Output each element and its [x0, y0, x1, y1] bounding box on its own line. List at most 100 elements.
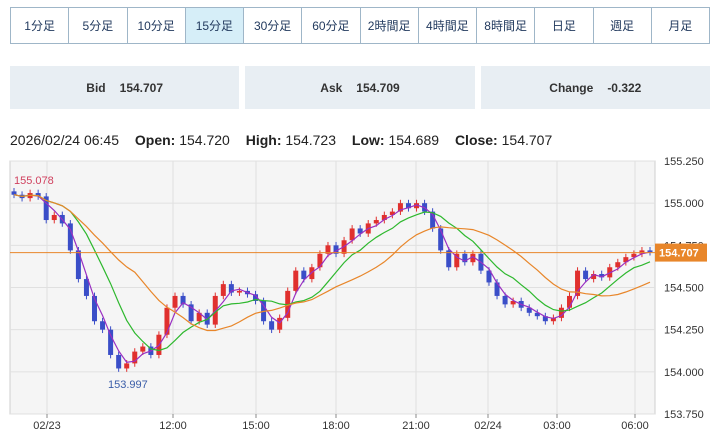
- candle-body: [639, 250, 645, 254]
- x-tick-label: 15:00: [242, 420, 270, 432]
- tab-timeframe[interactable]: 4時間足: [418, 8, 477, 43]
- y-tick-label: 155.000: [664, 198, 704, 210]
- candle-body: [116, 354, 122, 369]
- candle-body: [67, 223, 73, 251]
- candle-body: [534, 312, 540, 317]
- candle-body: [92, 295, 98, 322]
- tab-timeframe[interactable]: 10分足: [127, 8, 186, 43]
- candle-body: [269, 321, 275, 330]
- change-label: Change: [549, 80, 594, 95]
- x-tick-label: 18:00: [322, 420, 350, 432]
- tab-timeframe[interactable]: 8時間足: [477, 8, 536, 43]
- candle-body: [542, 316, 548, 322]
- tab-timeframe[interactable]: 5分足: [69, 8, 128, 43]
- ask-label: Ask: [320, 80, 343, 95]
- tab-timeframe[interactable]: 日足: [535, 8, 594, 43]
- change-quote: Change -0.322: [480, 66, 710, 109]
- ma-short-line: [13, 194, 651, 363]
- candle-body: [51, 214, 57, 221]
- y-tick-label: 154.000: [664, 367, 704, 379]
- candle-body: [132, 351, 138, 364]
- candle-body: [164, 307, 170, 335]
- min-price-label: 153.997: [108, 379, 148, 391]
- candle-body: [188, 304, 194, 322]
- tab-timeframe[interactable]: 60分足: [302, 8, 361, 43]
- candle-body: [349, 228, 355, 241]
- candle-body: [631, 253, 637, 258]
- candle-body: [277, 317, 283, 330]
- candle-body: [293, 270, 299, 291]
- x-tick-label: 12:00: [159, 420, 187, 432]
- tab-timeframe[interactable]: 15分足: [185, 8, 244, 43]
- candle-body: [486, 270, 492, 283]
- candlestick-chart[interactable]: 155.250155.000154.750154.500154.250154.0…: [0, 150, 720, 434]
- open-value: 154.720: [179, 132, 230, 148]
- candle-body: [220, 284, 226, 296]
- open-label: Open:: [134, 132, 176, 148]
- candle-body: [100, 321, 106, 330]
- candle-body: [381, 214, 387, 221]
- close-label: Close:: [454, 132, 498, 148]
- x-tick-label: 21:00: [402, 420, 430, 432]
- tab-timeframe[interactable]: 月足: [651, 8, 709, 43]
- change-value: -0.322: [607, 80, 642, 95]
- candle-body: [494, 282, 500, 296]
- candle-body: [405, 203, 411, 209]
- candle-body: [502, 295, 508, 305]
- candle-body: [591, 274, 597, 280]
- current-price-label: 154.707: [659, 248, 699, 260]
- tab-timeframe[interactable]: 2時間足: [360, 8, 419, 43]
- candle-body: [647, 250, 653, 253]
- bid-quote: Bid 154.707: [10, 66, 240, 109]
- candle-body: [140, 346, 146, 352]
- ma-long-line: [13, 194, 651, 332]
- datetime: 2026/02/24 06:45: [10, 132, 119, 148]
- x-tick-label: 03:00: [543, 420, 571, 432]
- candle-body: [558, 307, 564, 318]
- timeframe-tabs: 1分足 5分足 10分足 15分足 30分足 60分足 2時間足 4時間足 8時間足 日足 週足 月足: [10, 7, 710, 44]
- candle-body: [333, 245, 339, 254]
- candle-body: [11, 191, 17, 195]
- candle-body: [236, 290, 242, 293]
- candle-body: [599, 274, 605, 278]
- candle-body: [438, 228, 444, 251]
- candle-body: [172, 295, 178, 308]
- low-label: Low:: [351, 132, 385, 148]
- candle-body: [583, 270, 589, 280]
- candle-body: [462, 253, 468, 263]
- candle-body: [446, 250, 452, 268]
- candle-body: [180, 295, 186, 305]
- y-tick-label: 153.750: [664, 409, 704, 421]
- max-price-label: 155.078: [14, 175, 54, 187]
- candle-body: [454, 253, 460, 268]
- candle-body: [301, 270, 307, 280]
- x-tick-label: 06:00: [621, 420, 649, 432]
- bid-label: Bid: [86, 80, 106, 95]
- tab-timeframe[interactable]: 週足: [593, 8, 652, 43]
- candle-body: [414, 203, 420, 209]
- tab-timeframe[interactable]: 1分足: [11, 8, 70, 43]
- ask-quote: Ask 154.709: [245, 66, 475, 109]
- candle-body: [253, 294, 259, 301]
- candle-body: [124, 363, 130, 369]
- candle-body: [108, 329, 114, 355]
- ma-mid-line: [13, 194, 651, 352]
- low-value: 154.689: [388, 132, 440, 148]
- candle-body: [75, 250, 81, 280]
- x-tick-label: 02/24: [474, 420, 502, 432]
- candle-body: [575, 270, 581, 296]
- candle-body: [615, 262, 621, 268]
- candle-body: [550, 317, 556, 322]
- y-tick-label: 154.250: [664, 325, 704, 337]
- candle-body: [35, 193, 41, 197]
- ask-value: 154.709: [356, 80, 400, 95]
- current-price-tag: [655, 243, 707, 262]
- candle-body: [317, 253, 323, 268]
- tab-timeframe[interactable]: 30分足: [244, 8, 303, 43]
- y-tick-label: 155.250: [664, 156, 704, 168]
- candle-body: [389, 211, 395, 215]
- high-value: 154.723: [285, 132, 336, 148]
- candle-body: [510, 300, 516, 305]
- ohlc-info: 2026/02/24 06:45 Open: 154.720 High: 154…: [10, 132, 552, 148]
- bid-value: 154.707: [119, 80, 164, 95]
